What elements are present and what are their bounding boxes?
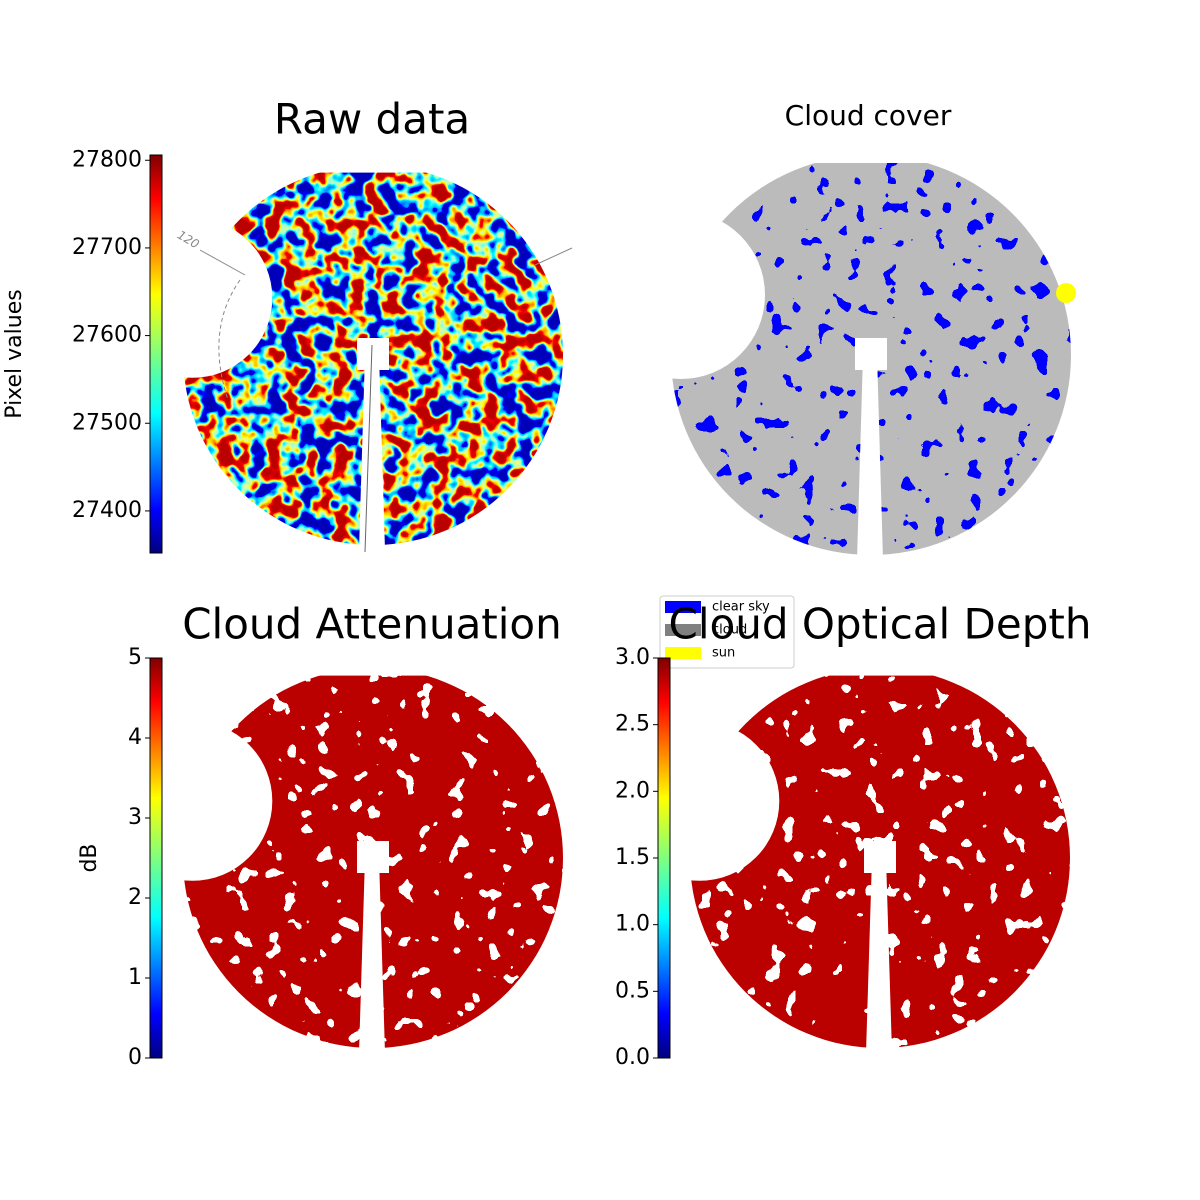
panel-title: Cloud cover — [785, 99, 952, 132]
elevation-circle — [218, 279, 241, 401]
sky-image — [690, 668, 1070, 1048]
colorbar-tick-label: 1.5 — [615, 845, 650, 870]
colorbar-label: Pixel values — [2, 289, 27, 418]
legend-swatch — [665, 601, 701, 613]
sun-marker — [1056, 283, 1076, 303]
colorbar-tick-label: 2.5 — [615, 712, 650, 737]
colorbar-tick-label: 27800 — [72, 147, 142, 172]
sky-image — [671, 155, 1071, 555]
panel-title: Cloud Optical Depth — [669, 600, 1092, 649]
legend-label: cloud — [712, 623, 747, 638]
colorbar — [149, 154, 163, 554]
colorbar — [657, 657, 671, 1059]
colorbar-tick-label: 27600 — [72, 323, 142, 348]
colorbar-tick-label: 27500 — [72, 410, 142, 435]
image-pixels — [671, 155, 1071, 555]
azimuth-line — [534, 247, 573, 266]
colorbar-tick-label: 1 — [128, 965, 142, 990]
colorbar-tick-label: 4 — [128, 725, 142, 750]
colorbar — [149, 657, 163, 1059]
azimuth-line — [199, 249, 246, 276]
legend-label: sun — [712, 646, 735, 661]
colorbar-tick-label: 27400 — [72, 498, 142, 523]
sky-image — [183, 165, 563, 545]
colorbar-label: dB — [77, 843, 102, 872]
colorbar-tick-label: 0 — [128, 1045, 142, 1070]
colorbar-tick-label: 2.0 — [615, 778, 650, 803]
colorbar-tick-label: 0.5 — [615, 978, 650, 1003]
panel-title: Cloud Attenuation — [182, 600, 562, 649]
pole-line — [364, 344, 373, 553]
colorbar-tick-label: 27700 — [72, 235, 142, 260]
colorbar-tick-label: 3 — [128, 805, 142, 830]
colorbar-tick-label: 1.0 — [615, 912, 650, 937]
colorbar-tick-label: 2 — [128, 885, 142, 910]
image-pixels — [183, 668, 563, 1048]
legend-label: clear sky — [712, 600, 770, 615]
image-pixels — [690, 668, 1070, 1048]
image-pixels — [183, 165, 563, 545]
colorbar-tick-label: 3.0 — [615, 645, 650, 670]
legend-swatch — [665, 647, 701, 659]
colorbar-tick-label: 5 — [128, 645, 142, 670]
colorbar-tick-label: 0.0 — [615, 1045, 650, 1070]
panel-title: Raw data — [274, 95, 470, 144]
legend-swatch — [665, 624, 701, 636]
sky-image — [183, 668, 563, 1048]
